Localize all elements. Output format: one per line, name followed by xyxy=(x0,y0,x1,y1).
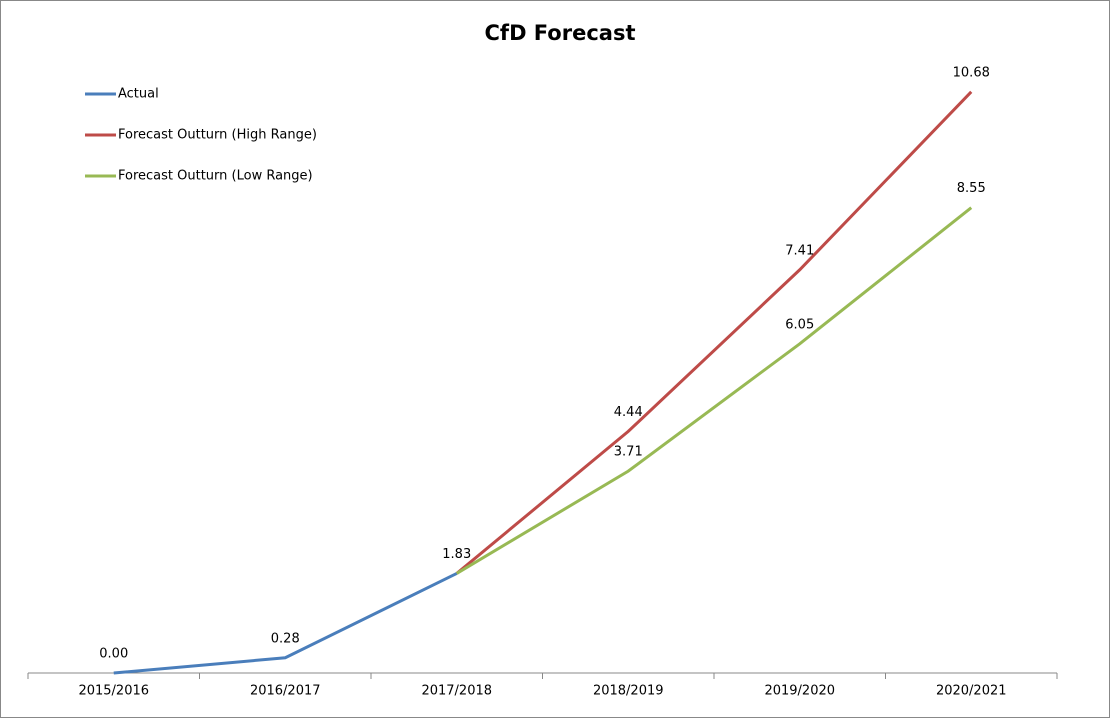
series-line xyxy=(455,206,973,575)
chart-title: CfD Forecast xyxy=(485,21,636,45)
data-label: 1.83 xyxy=(442,547,471,562)
series-line xyxy=(113,572,458,675)
data-label: 0.00 xyxy=(99,647,128,662)
series-line xyxy=(455,90,973,575)
x-tick-label: 2019/2020 xyxy=(764,684,835,699)
x-tick-label: 2015/2016 xyxy=(78,684,149,699)
data-label: 0.28 xyxy=(271,631,300,646)
data-label: 8.55 xyxy=(957,181,986,196)
x-tick-label: 2018/2019 xyxy=(593,684,664,699)
data-label: 4.44 xyxy=(614,405,643,420)
x-tick-label: 2020/2021 xyxy=(936,684,1007,699)
legend-label: Actual xyxy=(118,87,159,102)
data-label: 7.41 xyxy=(785,243,814,258)
x-tick-label: 2016/2017 xyxy=(250,684,321,699)
data-label: 6.05 xyxy=(785,317,814,332)
data-label: 3.71 xyxy=(614,445,643,460)
legend-label: Forecast Outturn (Low Range) xyxy=(118,169,313,184)
legend-label: Forecast Outturn (High Range) xyxy=(118,128,317,143)
x-tick-label: 2017/2018 xyxy=(421,684,492,699)
data-label: 10.68 xyxy=(953,65,990,80)
